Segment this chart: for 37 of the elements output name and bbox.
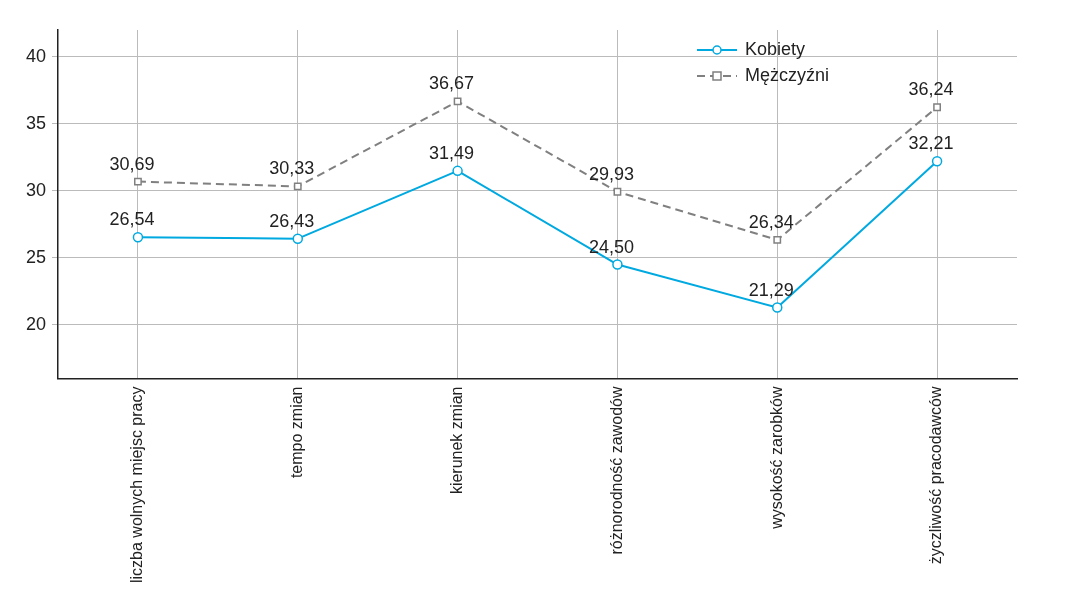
y-tick-label: 25: [25, 246, 47, 267]
point: [613, 187, 622, 196]
point: [931, 155, 943, 167]
legend-label: Mężczyźni: [745, 64, 830, 85]
point: [773, 235, 782, 244]
x-tick-label: różnorodność zawodów: [607, 386, 625, 555]
point: [452, 165, 463, 177]
point: [134, 177, 142, 186]
point: [293, 182, 302, 191]
x-tick-label: kierunek zmian: [448, 386, 465, 495]
point: [453, 97, 462, 106]
data-label: 30,33: [269, 158, 315, 179]
data-label: 26,54: [109, 209, 155, 230]
y-tick-label: 40: [25, 45, 47, 66]
data-label: 26,43: [269, 210, 315, 231]
x-tick-label: życzliwość pracodawców: [927, 386, 945, 565]
data-label: 36,67: [429, 73, 475, 94]
data-label: 29,93: [588, 163, 634, 184]
data-label: 32,21: [908, 133, 954, 154]
point: [292, 233, 304, 244]
data-label: 24,50: [588, 236, 634, 257]
data-label: 30,69: [109, 153, 155, 174]
legend-label: Kobiety: [745, 38, 806, 59]
x-tick-label: tempo zmian: [288, 386, 306, 479]
data-label: 21,29: [748, 279, 794, 300]
x-tick-label: wysokość zarobków: [767, 386, 785, 530]
y-tick-label: 30: [25, 179, 47, 200]
point: [933, 103, 942, 112]
point: [132, 231, 144, 243]
data-label: 36,24: [908, 79, 954, 100]
y-tick-label: 20: [25, 313, 47, 334]
x-tick-label: liczba wolnych miejsc pracy: [128, 386, 146, 584]
data-label: 26,34: [748, 211, 794, 232]
data-label: 31,49: [429, 142, 475, 163]
point: [772, 302, 783, 313]
y-tick-label: 35: [25, 112, 47, 133]
point: [612, 259, 623, 270]
